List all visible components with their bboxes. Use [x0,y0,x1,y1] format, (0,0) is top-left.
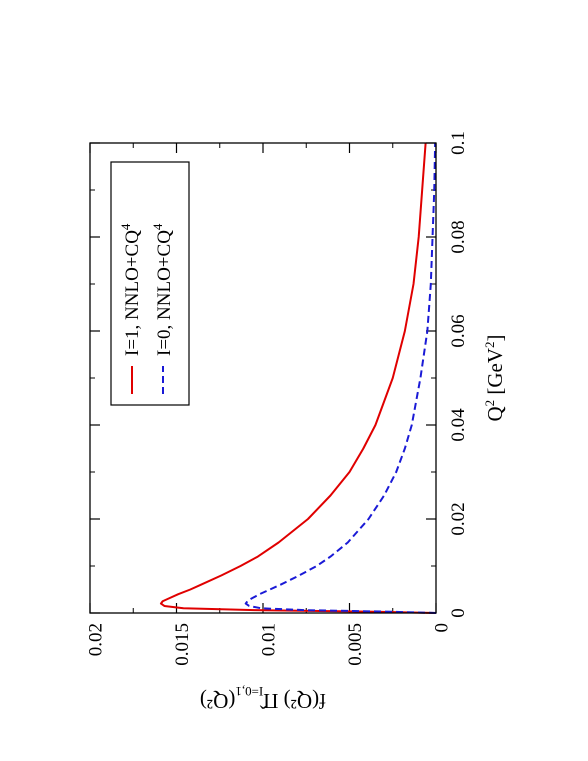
y-tick-label: 0 [431,623,452,633]
legend-label-i1: I=1, NNLO+CQ [122,230,143,356]
x-tick-label: 0.06 [448,314,469,347]
legend-label-i0: I=0, NNLO+CQ [154,230,175,356]
x-axis-ticks: 0 0.02 0.04 0.06 0.08 0.1 [90,131,469,618]
x-axis-title: Q2 [GeV2] [482,334,507,421]
x-axis-title-unit-close: ] [483,334,507,341]
svg-text:I=0, NNLO+CQ4: I=0, NNLO+CQ4 [150,223,175,356]
y-axis-title-sub: I=0,1 [235,684,263,699]
legend-label-i1-sup: 4 [118,223,133,230]
series-line-i0 [244,142,437,614]
y-axis-title: f(Q²) Π̂I=0,1(Q²) [200,684,326,713]
series-layer [159,142,437,614]
series-line-i1 [159,142,437,614]
y-axis-title-tail: (Q²) [200,689,235,713]
y-tick-label: 0.015 [172,623,193,666]
plot-frame [89,142,437,614]
x-tick-label: 0 [448,608,469,618]
x-minor-ticks [90,189,436,567]
x-tick-label: 0.1 [448,131,469,155]
legend: I=1, NNLO+CQ4 I=0, NNLO+CQ4 [110,161,190,406]
svg-text:I=1, NNLO+CQ4: I=1, NNLO+CQ4 [118,223,143,356]
y-tick-label: 0.005 [345,623,366,666]
x-tick-label: 0.04 [448,408,469,442]
y-axis-title-main: f(Q²) Π̂ [259,689,326,713]
y-tick-label: 0.02 [85,623,106,656]
y-tick-label: 0.01 [258,623,279,656]
legend-label-i1-group: I=1, NNLO+CQ4 [118,223,143,356]
svg-text:Q2 [GeV2]: Q2 [GeV2] [482,334,507,421]
svg-text:f(Q²) Π̂I=0,1(Q²): f(Q²) Π̂I=0,1(Q²) [200,684,326,713]
x-axis-title-unit-sup: 2 [482,341,497,348]
x-tick-label: 0.02 [448,502,469,535]
x-axis-title-main: Q [483,406,507,421]
legend-box [110,161,190,406]
x-tick-label: 0.08 [448,220,469,253]
x-axis-title-unit-open: [GeV [483,348,507,400]
legend-label-i0-group: I=0, NNLO+CQ4 [150,223,175,356]
x-axis-title-sup: 2 [482,400,497,407]
legend-label-i0-sup: 4 [150,223,165,230]
